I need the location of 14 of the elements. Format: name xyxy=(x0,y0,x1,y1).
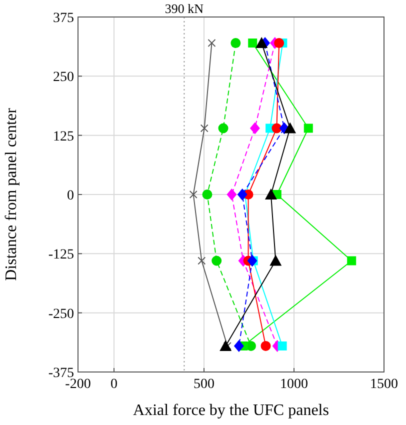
x-tick-label: 0 xyxy=(110,377,118,392)
y-tick-label: 250 xyxy=(53,70,74,86)
x-tick-label: 1500 xyxy=(370,377,398,392)
y-tick-label: -125 xyxy=(48,248,74,263)
y-tick-label: 375 xyxy=(53,11,74,26)
y-tick-label: -250 xyxy=(48,306,74,322)
y-axis-title: Distance from panel center xyxy=(3,107,20,281)
ref-line-label: 390 kN xyxy=(164,1,204,16)
y-tick-label: 125 xyxy=(53,129,74,144)
y-tick-label: 0 xyxy=(67,188,74,204)
x-axis-title: Axial force by the UFC panels xyxy=(133,402,329,419)
x-tick-label: 500 xyxy=(194,377,214,392)
x-tick-label: -200 xyxy=(65,377,91,392)
x-tick-label: 1000 xyxy=(280,377,308,392)
